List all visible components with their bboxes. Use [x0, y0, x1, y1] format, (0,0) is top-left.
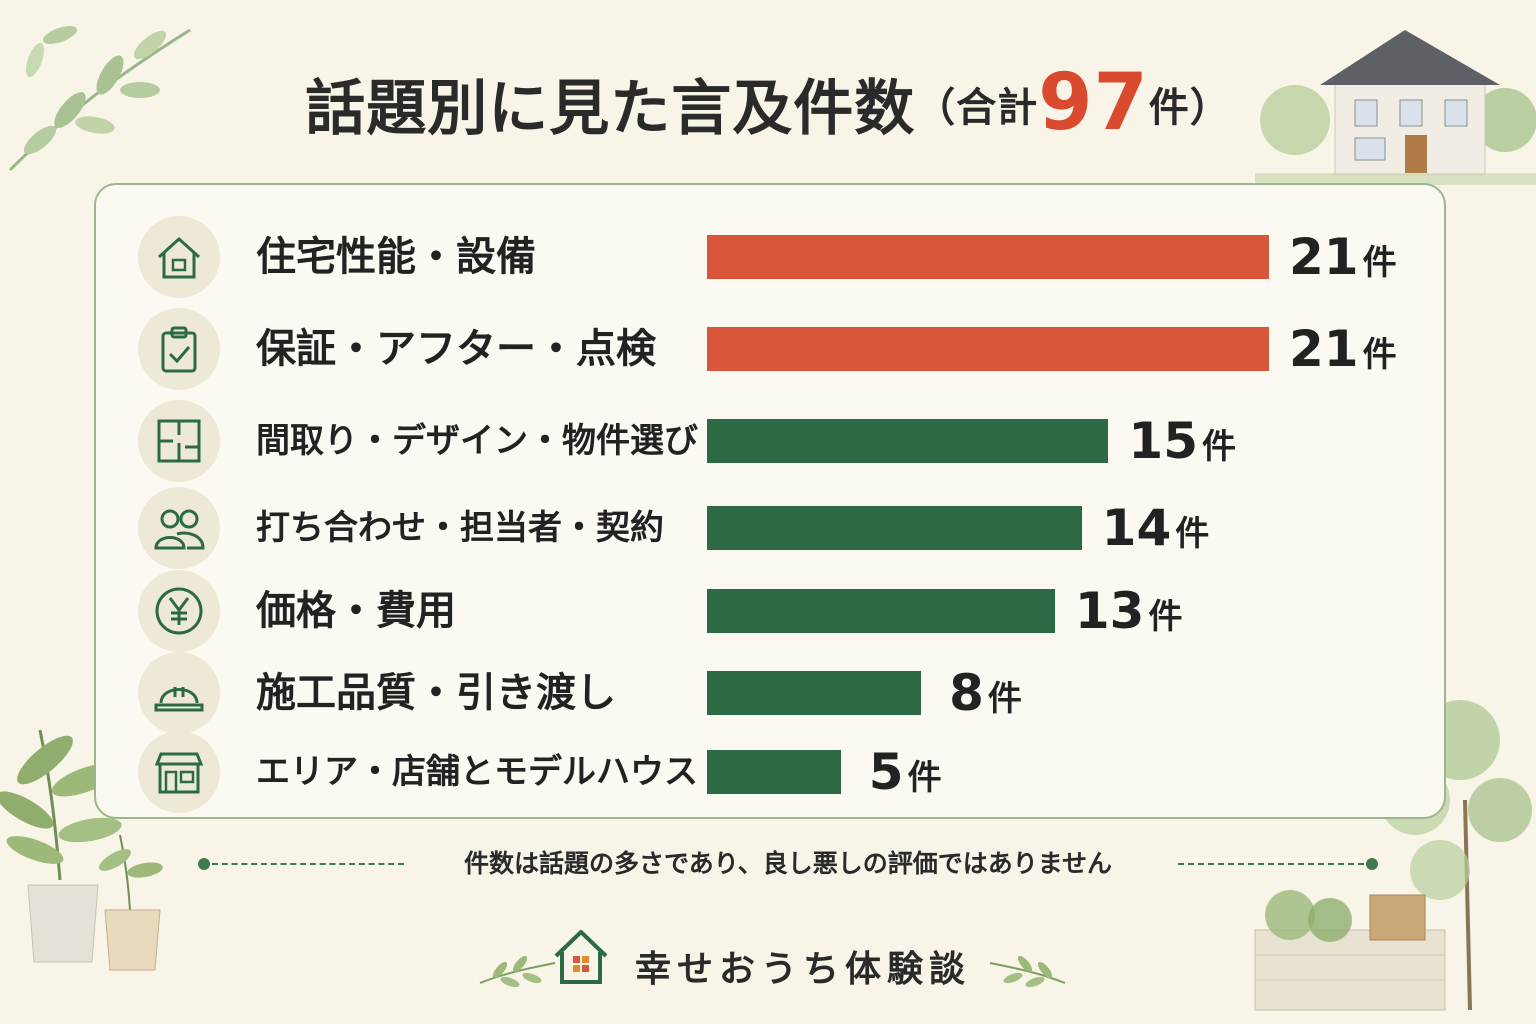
- chart-title: 話題別に見た言及件数（合計97件）: [0, 58, 1536, 148]
- data-label: 21 件: [1289, 316, 1397, 382]
- note-dot-left: [198, 858, 210, 870]
- data-label-value: 21: [1289, 320, 1359, 378]
- leaf-sprig-left-icon: [479, 955, 556, 988]
- data-label-value: 8: [949, 664, 984, 722]
- shop-icon: [138, 731, 220, 813]
- brand-name: 幸せおうち体験談: [635, 949, 972, 990]
- category-label: 間取り・デザイン・物件選び: [256, 421, 698, 461]
- title-total-value: 97: [1038, 58, 1149, 148]
- brand-house-icon: [554, 930, 608, 984]
- category-label: 打ち合わせ・担当者・契約: [256, 508, 664, 548]
- title-main: 話題別に見た言及件数: [305, 74, 916, 144]
- data-label-unit: 件: [1148, 597, 1183, 637]
- bar: [707, 589, 1055, 633]
- category-label: 住宅性能・設備: [256, 234, 536, 280]
- data-label-value: 21: [1289, 228, 1359, 286]
- title-paren-close: 件）: [1148, 85, 1231, 131]
- data-label-unit: 件: [1362, 335, 1397, 375]
- note-text: 件数は話題の多さであり、良し悪しの評価ではありません: [463, 849, 1112, 878]
- bar-row: 価格・費用 13 件: [0, 570, 1536, 652]
- data-label-unit: 件: [1175, 514, 1210, 554]
- category-label: 施工品質・引き渡し: [256, 670, 616, 716]
- people-icon: [138, 487, 220, 569]
- potted-plant-illustration: [0, 729, 163, 971]
- data-label-unit: 件: [1362, 243, 1397, 283]
- leaf-branch-decoration: [8, 25, 191, 172]
- data-label: 15 件: [1128, 408, 1236, 474]
- bar: [707, 235, 1269, 279]
- data-label-unit: 件: [1202, 427, 1237, 467]
- bar-row: 保証・アフター・点検 21 件: [0, 308, 1536, 390]
- bar-row: 住宅性能・設備 21 件: [0, 216, 1536, 298]
- note-dash-left: [212, 863, 404, 865]
- bar: [707, 506, 1082, 550]
- bar-row: エリア・店舗とモデルハウス 5 件: [0, 731, 1536, 813]
- title-paren-open: （合計: [915, 85, 1039, 131]
- category-label: エリア・店舗とモデルハウス: [256, 752, 698, 792]
- bar-row: 間取り・デザイン・物件選び 15 件: [0, 400, 1536, 482]
- data-label-unit: 件: [907, 758, 942, 798]
- data-label-value: 15: [1128, 412, 1199, 470]
- clipboard-check-icon: [138, 308, 220, 390]
- leaf-sprig-right-icon: [989, 955, 1066, 988]
- note-dot-right: [1366, 858, 1378, 870]
- yen-icon: [138, 570, 220, 652]
- disclaimer-note: 件数は話題の多さであり、良し悪しの評価ではありません: [198, 845, 1378, 883]
- hard-hat-icon: [138, 652, 220, 734]
- house-icon: [138, 216, 220, 298]
- note-dash-right: [1178, 863, 1364, 865]
- category-label: 価格・費用: [256, 588, 456, 634]
- data-label-value: 5: [868, 743, 904, 801]
- bar-row: 打ち合わせ・担当者・契約 14 件: [0, 487, 1536, 569]
- data-label-value: 13: [1074, 582, 1145, 640]
- floor-plan-icon: [138, 400, 220, 482]
- bar: [707, 671, 922, 715]
- bar: [707, 750, 841, 794]
- footer-brand: 幸せおうち体験談: [470, 920, 1070, 1010]
- data-label-value: 14: [1101, 499, 1172, 557]
- bar: [707, 419, 1109, 463]
- data-label: 14 件: [1102, 495, 1210, 561]
- bar-row: 施工品質・引き渡し 8 件: [0, 652, 1536, 734]
- data-label: 13 件: [1075, 578, 1183, 644]
- bar: [707, 327, 1269, 371]
- house-illustration: [1255, 30, 1536, 185]
- data-label-unit: 件: [987, 679, 1022, 719]
- category-label: 保証・アフター・点検: [256, 326, 656, 372]
- data-label: 21 件: [1289, 224, 1397, 290]
